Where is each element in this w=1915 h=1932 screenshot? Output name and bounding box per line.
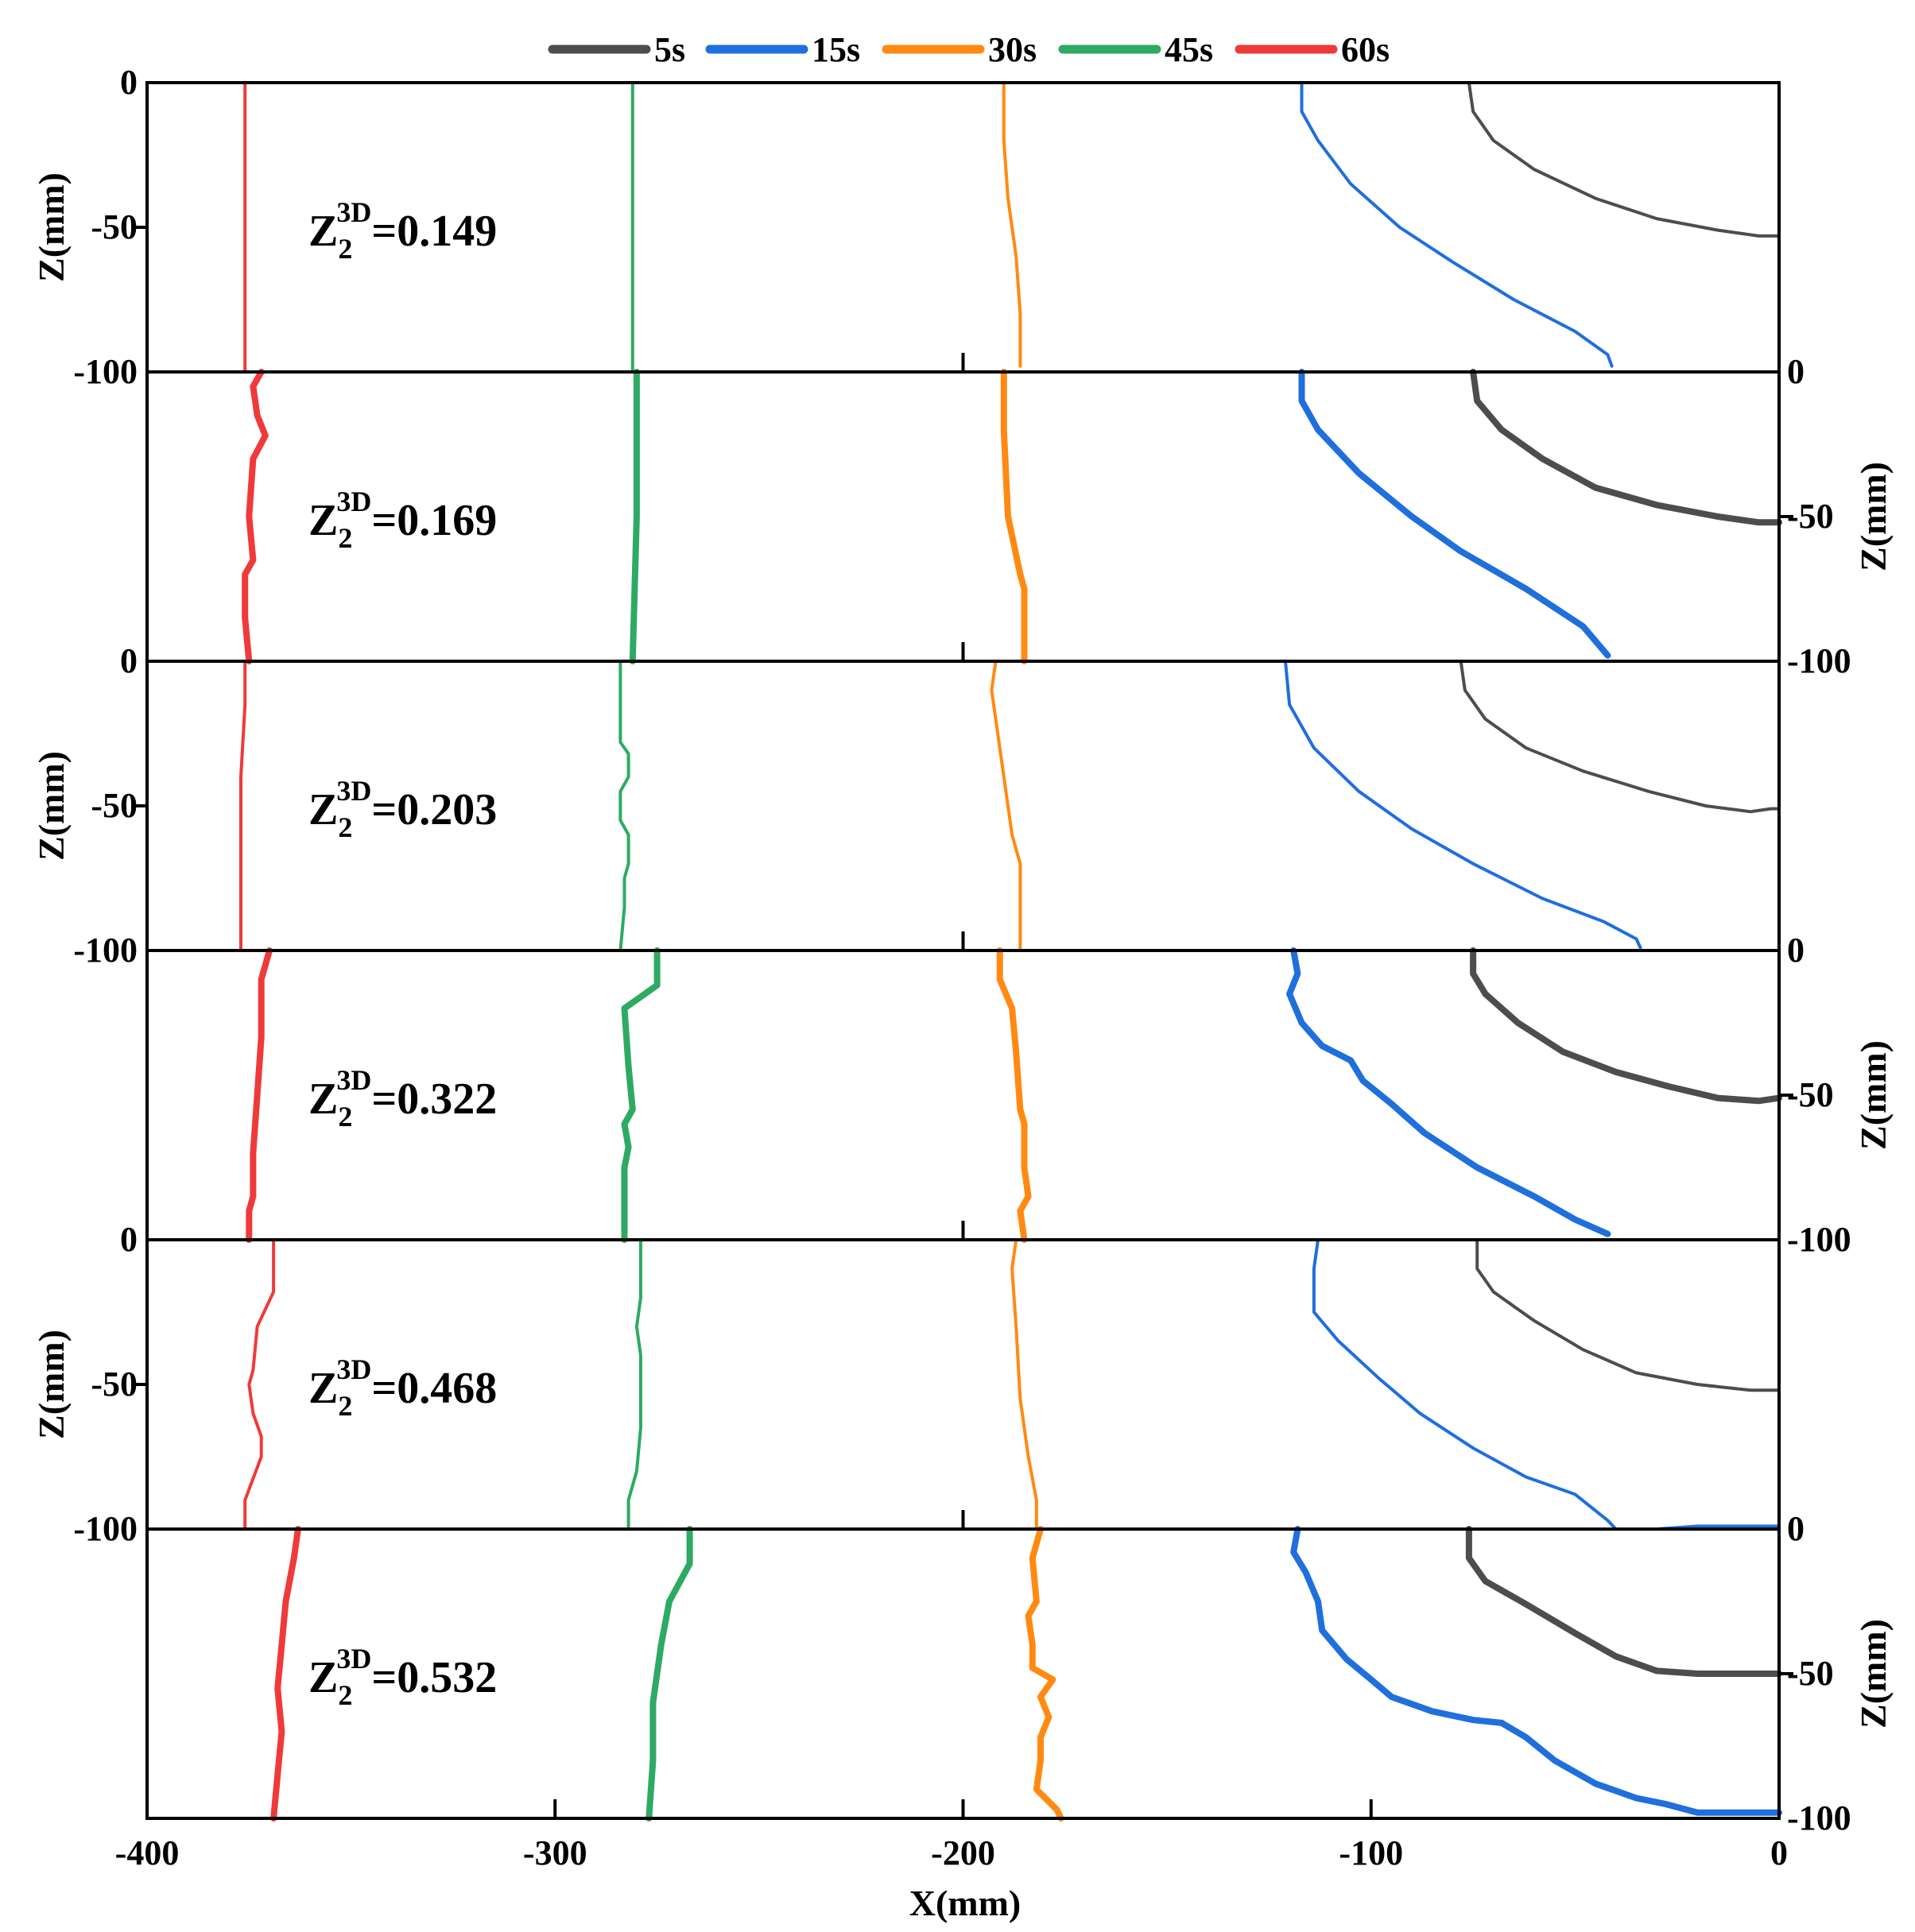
series-line-30s-panel-4 xyxy=(996,947,1032,1243)
panel-4: Z23D=0.322 xyxy=(246,947,1782,1243)
panel-annotation-2: Z23D=0.169 xyxy=(308,486,497,554)
panel-2: Z23D=0.169 xyxy=(242,369,1782,664)
series-line-5s-panel-3 xyxy=(1459,660,1781,814)
legend: 5s 15s 30s 45s 60s xyxy=(548,30,1390,69)
y-tick-label-panel-2: 0 xyxy=(1787,352,1805,391)
x-tick-label: -300 xyxy=(523,1833,587,1872)
series-line-15s-panel-6 xyxy=(1290,1526,1782,1816)
y-tick-label-panel-5: -100 xyxy=(73,1509,138,1548)
legend-label-5s: 5s xyxy=(654,30,685,69)
series-line-30s-panel-1 xyxy=(1002,81,1022,368)
series-line-15s-panel-1 xyxy=(1300,81,1614,368)
y-tick-label-panel-2: -100 xyxy=(1787,641,1851,680)
plot-panels: Z23D=0.149 Z23D=0.169 Z23D=0.203 Z23D=0.322… xyxy=(239,81,1782,1822)
series-line-45s-panel-6 xyxy=(645,1526,693,1822)
panel-3: Z23D=0.203 xyxy=(239,660,1781,952)
series-line-60s-panel-6 xyxy=(270,1526,301,1822)
y-axis-title-panel-2: Z(mm) xyxy=(1853,462,1894,571)
panel-6: Z23D=0.532 xyxy=(270,1526,1782,1822)
panel-annotation-3: Z23D=0.203 xyxy=(308,775,497,843)
series-line-15s-panel-2 xyxy=(1298,369,1611,659)
panel-1: Z23D=0.149 xyxy=(243,81,1781,374)
y-tick-label-panel-5: -50 xyxy=(91,1365,138,1404)
panel-annotation-6: Z23D=0.532 xyxy=(308,1643,497,1711)
series-line-15s-panel-3 xyxy=(1284,660,1642,950)
series-line-30s-panel-3 xyxy=(990,660,1022,952)
x-tick-label: -100 xyxy=(1339,1833,1403,1872)
y-tick-label-panel-6: -50 xyxy=(1787,1654,1834,1693)
y-tick-label-panel-6: -100 xyxy=(1787,1798,1851,1837)
series-line-5s-panel-4 xyxy=(1470,947,1782,1105)
y-tick-label-panel-2: -50 xyxy=(1787,497,1834,536)
panel-annotation-4: Z23D=0.322 xyxy=(308,1064,497,1132)
y-tick-label-panel-4: 0 xyxy=(1787,931,1805,970)
legend-label-60s: 60s xyxy=(1341,30,1390,69)
series-line-15s-panel-4 xyxy=(1286,947,1611,1237)
series-line-5s-panel-5 xyxy=(1475,1238,1781,1392)
y-tick-label-panel-1: -100 xyxy=(73,352,138,391)
series-line-60s-panel-3 xyxy=(239,660,247,952)
series-line-5s-panel-1 xyxy=(1467,81,1781,238)
y-tick-label-panel-1: -50 xyxy=(91,207,138,246)
x-tick-label: 0 xyxy=(1770,1833,1788,1872)
y-tick-label-panel-1: 0 xyxy=(120,63,138,102)
y-tick-label-panel-6: 0 xyxy=(1787,1509,1805,1548)
series-line-45s-panel-5 xyxy=(626,1238,642,1531)
y-tick-label-panel-5: 0 xyxy=(120,1220,138,1259)
panel-annotation-5: Z23D=0.468 xyxy=(308,1353,497,1422)
y-tick-label-panel-3: -100 xyxy=(73,931,138,970)
legend-label-30s: 30s xyxy=(988,30,1037,69)
series-line-30s-panel-2 xyxy=(1000,369,1028,664)
y-tick-label-panel-3: -50 xyxy=(91,786,138,825)
panel-annotation-1: Z23D=0.149 xyxy=(308,196,497,265)
series-line-60s-panel-2 xyxy=(242,369,269,664)
series-line-60s-panel-4 xyxy=(246,947,273,1243)
series-line-5s-panel-6 xyxy=(1465,1526,1782,1677)
y-tick-label-panel-4: -50 xyxy=(1787,1075,1834,1114)
series-line-45s-panel-2 xyxy=(629,369,640,664)
series-line-45s-panel-3 xyxy=(618,660,630,952)
series-line-30s-panel-5 xyxy=(1010,1238,1038,1531)
series-line-60s-panel-5 xyxy=(243,1238,276,1531)
y-axis-title-panel-6: Z(mm) xyxy=(1853,1619,1894,1729)
series-line-5s-panel-2 xyxy=(1470,369,1782,526)
series-line-45s-panel-4 xyxy=(621,947,661,1243)
y-axis-title-panel-3: Z(mm) xyxy=(31,751,72,861)
panel-5: Z23D=0.468 xyxy=(243,1238,1781,1531)
x-tick-label: -200 xyxy=(931,1833,995,1872)
x-axis: -400 -300 -200 -100 0 xyxy=(115,1799,1788,1872)
y-axis-title-panel-4: Z(mm) xyxy=(1853,1040,1894,1150)
legend-label-15s: 15s xyxy=(812,30,860,69)
x-axis-title: X(mm) xyxy=(909,1883,1021,1923)
y-tick-label-panel-3: 0 xyxy=(120,641,138,680)
x-tick-label: -400 xyxy=(115,1833,180,1872)
y-axis-title-panel-1: Z(mm) xyxy=(31,172,72,282)
y-axis-title-panel-5: Z(mm) xyxy=(31,1330,72,1439)
legend-label-45s: 45s xyxy=(1165,30,1213,69)
series-line-30s-panel-6 xyxy=(1025,1526,1064,1822)
y-tick-label-panel-4: -100 xyxy=(1787,1220,1851,1259)
plot-frame: 0 -50 -100 Z(mm) 0 -50 -100 Z(mm) 0 -50 -100 Z(mm) 0… xyxy=(31,63,1894,1837)
